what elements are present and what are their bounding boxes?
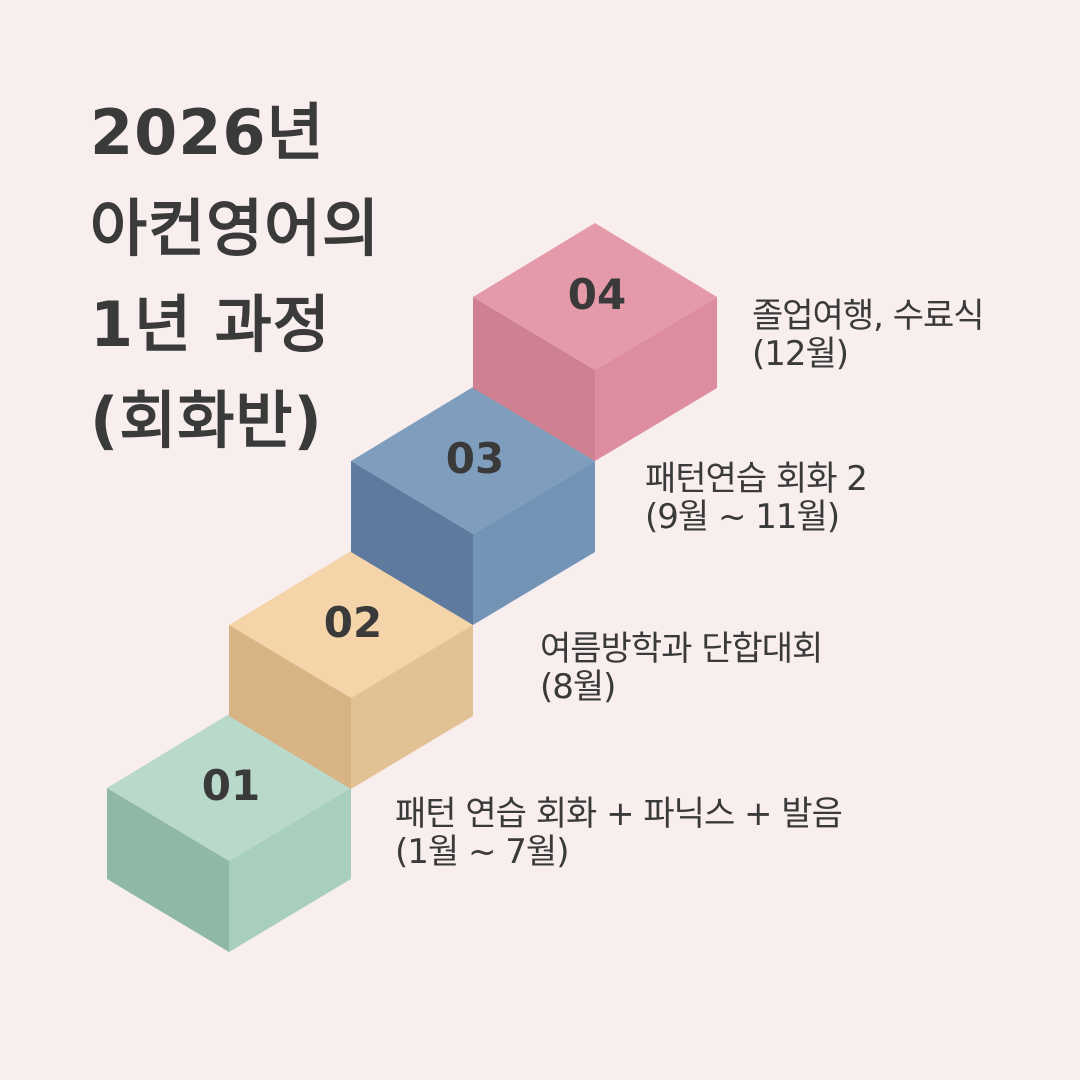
step-number: 03 xyxy=(446,434,504,483)
cube-face-right xyxy=(351,625,473,789)
cube-04: 04 xyxy=(473,223,717,461)
cube-face-left xyxy=(107,788,229,952)
step-title: 여름방학과 단합대회 xyxy=(540,629,823,669)
cube-face-top xyxy=(473,223,717,370)
cube-face-right xyxy=(229,788,351,952)
cube-01: 01 xyxy=(107,714,351,952)
cube-face-left xyxy=(473,297,595,461)
cube-face-top xyxy=(229,551,473,698)
cube-face-right xyxy=(595,297,717,461)
title-line: 1년 과정 xyxy=(90,288,331,361)
step-period: (8월) xyxy=(540,667,616,707)
step-label-03: 패턴연습 회화 2 (9월 ~ 11월) xyxy=(645,459,868,537)
step-title: 패턴연습 회화 2 xyxy=(645,459,868,499)
step-title: 패턴 연습 회화 + 파닉스 + 발음 xyxy=(395,794,843,834)
step-number: 01 xyxy=(202,761,260,810)
step-period: (9월 ~ 11월) xyxy=(645,497,840,537)
cube-face-left xyxy=(351,461,473,625)
cube-face-right xyxy=(473,461,595,625)
cube-02: 02 xyxy=(229,551,473,789)
title-line: 아컨영어의 xyxy=(90,192,381,265)
step-label-01: 패턴 연습 회화 + 파닉스 + 발음 (1월 ~ 7월) xyxy=(395,794,843,872)
title-line: 2026년 xyxy=(90,96,325,169)
step-label-02: 여름방학과 단합대회 (8월) xyxy=(540,629,823,707)
step-label-04: 졸업여행, 수료식 (12월) xyxy=(752,296,985,374)
step-period: (1월 ~ 7월) xyxy=(395,832,569,872)
cube-face-top xyxy=(351,387,595,534)
cube-03: 03 xyxy=(351,387,595,625)
cube-face-top xyxy=(107,714,351,861)
title-line: (회화반) xyxy=(90,384,323,457)
step-number: 02 xyxy=(324,598,382,647)
step-period: (12월) xyxy=(752,334,849,374)
page-title: 2026년 아컨영어의 1년 과정 (회화반) xyxy=(90,85,380,469)
step-title: 졸업여행, 수료식 xyxy=(752,296,985,336)
cube-face-left xyxy=(229,625,351,789)
step-number: 04 xyxy=(568,270,626,319)
